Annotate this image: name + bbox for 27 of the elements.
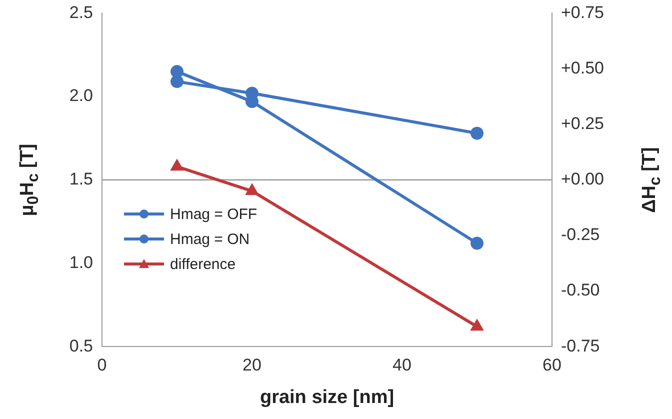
point: [170, 65, 184, 78]
x-tick-label: 40: [392, 355, 412, 374]
y2-tick-label: -0.25: [561, 225, 600, 244]
y2-tick-label: +0.25: [561, 114, 604, 134]
y-tick-label: 1.0: [69, 252, 93, 272]
y-tick-label: 2.0: [69, 86, 93, 106]
legend-label: difference: [170, 256, 236, 273]
x-axis-title: grain size [nm]: [260, 386, 394, 409]
y2-tick-label: +0.00: [561, 170, 604, 189]
y-tick-label: 0.5: [69, 336, 93, 356]
y-tick-label: 2.5: [69, 2, 93, 22]
y-tick-label: 1.5: [69, 170, 93, 189]
point: [470, 236, 484, 250]
point: [470, 126, 484, 140]
x-tick-label: 20: [242, 355, 262, 374]
point: [170, 75, 184, 88]
point: [171, 160, 183, 171]
legend-label: Hmag = ON: [170, 230, 250, 248]
y2-tick-label: +0.75: [561, 2, 604, 22]
y2-tick-label: -0.75: [561, 336, 600, 356]
point: [471, 320, 483, 331]
x-tick-label: 0: [97, 355, 107, 374]
legend-label: Hmag = OFF: [170, 206, 258, 223]
point: [246, 184, 258, 196]
y2-tick-label: -0.50: [561, 280, 600, 300]
y2-tick-label: +0.50: [561, 58, 604, 78]
x-tick-label: 60: [542, 355, 562, 374]
